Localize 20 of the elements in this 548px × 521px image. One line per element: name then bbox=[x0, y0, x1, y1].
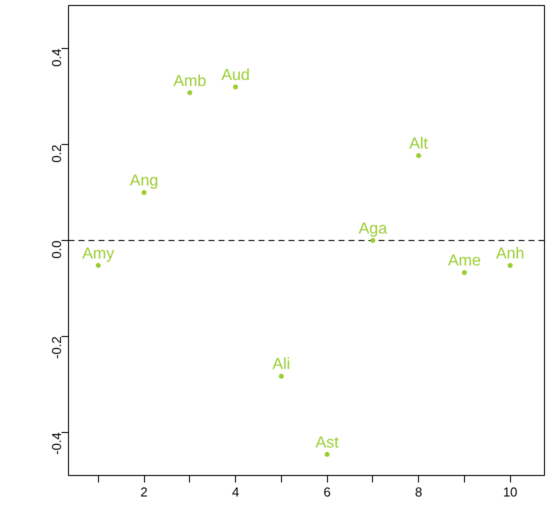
data-label: Ame bbox=[448, 252, 481, 270]
y-tick-label: 0.0 bbox=[49, 240, 64, 259]
x-tick-label: 4 bbox=[232, 484, 240, 500]
y-tick-label: 0.4 bbox=[49, 48, 64, 67]
data-label: Anh bbox=[496, 245, 524, 262]
x-tick-label: 10 bbox=[502, 484, 518, 500]
data-label: Aud bbox=[221, 67, 250, 84]
x-tick-label: 2 bbox=[140, 484, 148, 500]
y-tick-label: -0.4 bbox=[49, 432, 64, 455]
data-label: Aga bbox=[358, 220, 388, 238]
x-tick-label: 6 bbox=[323, 484, 331, 500]
x-tick-label: 8 bbox=[415, 484, 422, 500]
data-label: Ang bbox=[130, 172, 158, 190]
data-label: Ali bbox=[272, 356, 290, 374]
data-label: Amb bbox=[173, 72, 206, 90]
data-label: Ast bbox=[316, 434, 340, 452]
y-tick-label: 0.2 bbox=[49, 144, 64, 163]
data-label: Alt bbox=[409, 136, 429, 153]
data-label: Amy bbox=[82, 245, 114, 262]
y-tick-label: -0.2 bbox=[49, 336, 64, 359]
